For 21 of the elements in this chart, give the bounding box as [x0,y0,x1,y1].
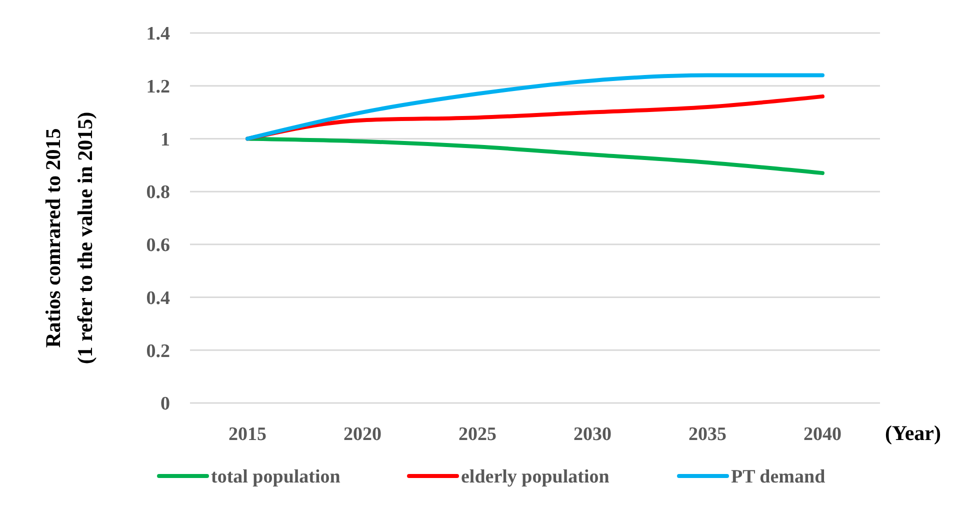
y-tick-label: 0 [160,394,170,415]
y-tick-label: 0.8 [146,182,170,204]
y-axis-title: Ratios comrared to 2015 (1 refer to the value in 2015) [41,112,97,364]
line-series [246,73,824,141]
legend-label: total population [211,466,341,488]
x-tick-label: 2020 [344,424,382,445]
line-series [246,94,824,141]
y-tick-label: 0.4 [146,288,170,309]
x-tick-label: 2015 [228,424,266,445]
legend-label: PT demand [731,466,826,488]
x-tick-label: 2030 [574,424,612,445]
y-tick-label: 0.6 [146,235,170,256]
x-tick-label: 2040 [804,424,842,445]
x-tick-label: 2035 [688,424,726,445]
y-tick-label: 1 [160,129,170,150]
legend-label: elderly population [461,466,610,488]
y-tick-label: 1.2 [146,76,170,98]
x-tick-label: 2025 [458,424,496,445]
y-tick-label: 1.4 [146,24,170,45]
y-tick-label: 0.2 [146,340,170,362]
x-axis-title: (Year) [885,421,941,445]
